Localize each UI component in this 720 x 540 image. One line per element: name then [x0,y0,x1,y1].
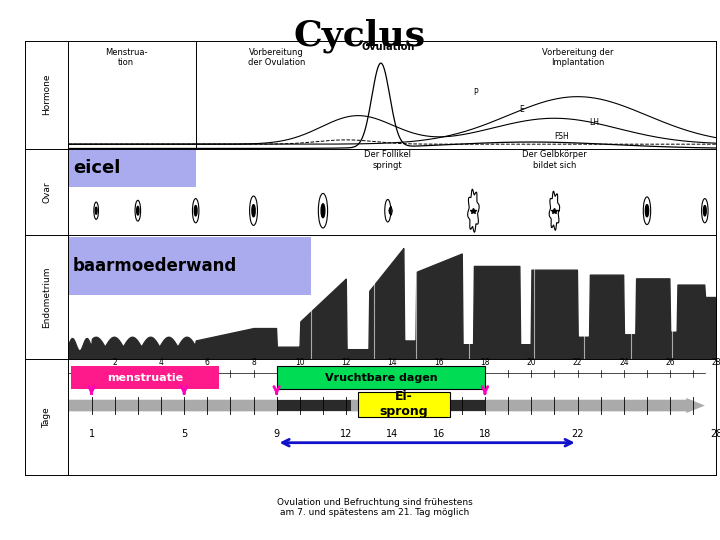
Text: Ovulation und Befruchtung sind frühestens
am 7. und spätestens am 21. Tag möglic: Ovulation und Befruchtung sind frühesten… [276,498,472,517]
Bar [358,392,450,417]
Text: 22: 22 [571,429,584,439]
Circle shape [194,206,197,216]
Text: Vruchtbare dagen: Vruchtbare dagen [325,373,437,383]
Text: 28: 28 [710,429,720,439]
Text: 14: 14 [386,429,399,439]
Circle shape [95,207,97,214]
Text: FSH: FSH [554,132,569,141]
Circle shape [703,206,706,216]
Text: P: P [474,87,478,97]
Text: 26: 26 [665,358,675,367]
Text: Ovar: Ovar [42,181,51,202]
Text: 6: 6 [204,358,210,367]
Circle shape [390,208,391,214]
Text: Der Gelbkörper
bildet sich: Der Gelbkörper bildet sich [522,150,587,170]
Text: Der Follikel
springt: Der Follikel springt [364,150,411,170]
Bar [68,238,311,294]
FancyArrow shape [68,398,705,413]
Text: 12: 12 [340,429,352,439]
Text: 18: 18 [480,358,490,367]
Text: 20: 20 [526,358,536,367]
Text: 12: 12 [341,358,351,367]
Circle shape [137,206,139,215]
Bar [68,150,196,187]
Text: eicel: eicel [73,159,120,177]
Text: LH: LH [589,118,599,127]
Text: 18: 18 [479,429,491,439]
Text: Menstrua-
tion: Menstrua- tion [105,48,148,68]
Text: 2: 2 [112,358,117,367]
Text: Hormone: Hormone [42,74,51,115]
Text: 10: 10 [295,358,305,367]
Text: 14: 14 [387,358,397,367]
Text: Ei-
sprong: Ei- sprong [379,390,428,418]
Text: Endometrium: Endometrium [42,266,51,328]
Text: menstruatie: menstruatie [107,373,183,383]
Text: 22: 22 [573,358,582,367]
Circle shape [252,205,255,217]
Text: Cyclus: Cyclus [294,19,426,53]
Text: Vorbereitung
der Ovulation: Vorbereitung der Ovulation [248,48,305,68]
Bar [427,400,485,411]
Text: Ovulation: Ovulation [361,42,415,52]
Text: Vorbereitung der
Implantation: Vorbereitung der Implantation [541,48,613,68]
Text: 1: 1 [89,429,94,439]
Bar [276,400,351,411]
Text: 4: 4 [158,358,163,367]
Text: 28: 28 [711,358,720,367]
Text: 16: 16 [434,358,444,367]
Text: Tage: Tage [42,407,51,428]
Text: E: E [520,105,524,114]
Circle shape [645,205,649,217]
Text: 16: 16 [433,429,445,439]
Text: 8: 8 [251,358,256,367]
Bar [71,366,219,389]
Text: 5: 5 [181,429,187,439]
Circle shape [321,204,325,218]
Text: 9: 9 [274,429,280,439]
Bar [276,366,485,389]
Text: baarmoederwand: baarmoederwand [73,257,238,275]
Text: 24: 24 [619,358,629,367]
